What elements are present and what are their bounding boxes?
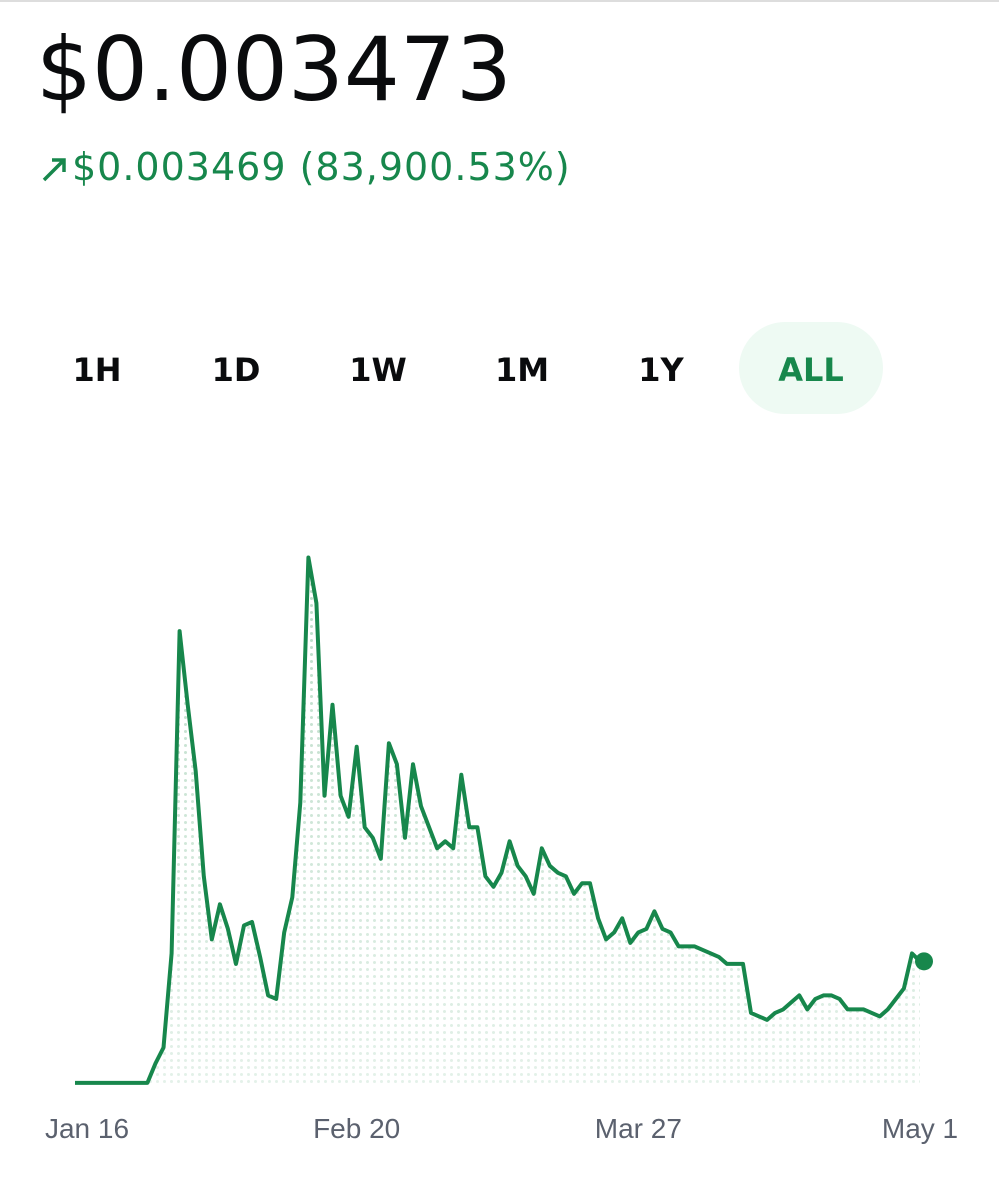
range-button[interactable]: 1Y [638,351,684,389]
current-point [915,952,933,971]
range-label[interactable]: 1M [495,351,549,389]
range-button[interactable]: 1D [212,351,261,389]
price: $0.003473 [36,18,512,121]
range-button[interactable]: 1M [495,351,549,389]
area-fill [75,557,920,1083]
range-button[interactable]: 1W [349,351,407,389]
price-chart: Jan 16 Feb 20 Mar 27 May 1 [45,555,958,1144]
range-label[interactable]: 1D [212,351,261,389]
x-tick-label: Jan 16 [45,1113,129,1144]
range-label[interactable]: ALL [778,351,844,389]
range-button-bg[interactable] [739,322,883,414]
range-label[interactable]: 1Y [638,351,684,389]
range-button[interactable]: ALL [739,322,883,414]
range-button[interactable]: 1H [72,351,121,389]
x-tick-label: May 1 [882,1113,958,1144]
range-label[interactable]: 1H [72,351,121,389]
range-label[interactable]: 1W [349,351,407,389]
up-arrow-icon [42,158,66,182]
price-line [75,555,922,1085]
price-change: $0.003469 (83,900.53%) [72,145,571,189]
x-tick-label: Feb 20 [313,1113,400,1144]
range-selector: 1H 1D 1W 1M 1Y ALL [72,322,883,414]
x-tick-label: Mar 27 [595,1113,682,1144]
